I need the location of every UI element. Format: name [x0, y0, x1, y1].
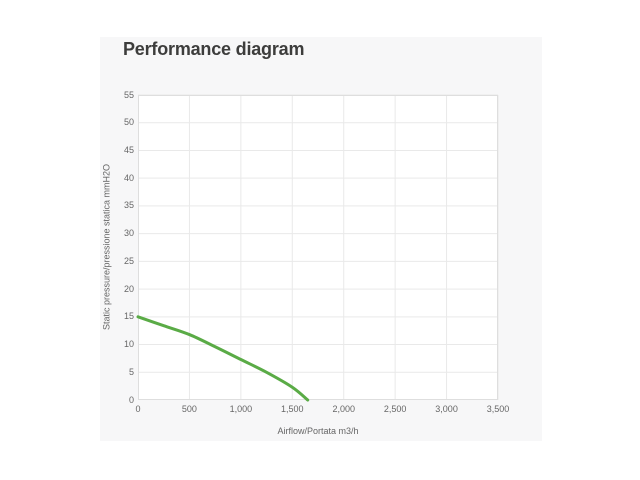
y-tick-label: 5 [128, 366, 134, 377]
y-tick-label: 20 [123, 283, 134, 294]
y-tick-label: 55 [123, 89, 134, 100]
performance-panel: Performance diagram Airflow/Portata m3/h… [100, 37, 542, 441]
plot-border [138, 95, 498, 400]
x-tick-label: 500 [181, 404, 197, 414]
x-tick-label: 1,500 [281, 404, 304, 414]
y-tick-label: 40 [123, 172, 134, 183]
y-tick-label: 35 [123, 200, 134, 211]
x-tick-label: 3,000 [435, 404, 458, 414]
y-tick-label: 25 [123, 255, 134, 266]
x-tick-label: 1,000 [229, 404, 253, 414]
x-tick-label: 2,500 [383, 404, 407, 414]
x-tick-label: 0 [135, 404, 141, 414]
y-tick-label: 50 [123, 117, 134, 128]
x-axis-title: Airflow/Portata m3/h [277, 426, 359, 436]
x-tick-label: 2,000 [332, 404, 355, 414]
y-tick-label: 15 [123, 311, 134, 322]
performance-curve [136, 315, 310, 402]
y-axis-title: Static pressure/pressione statica mmH2O [101, 163, 112, 331]
performance-chart: Airflow/Portata m3/h Static pressure/pre… [102, 90, 510, 437]
y-tick-label: 45 [123, 144, 134, 155]
x-tick-label: 3,500 [486, 404, 510, 414]
plot-area [136, 94, 499, 402]
y-tick-label: 0 [128, 394, 134, 405]
y-tick-label: 10 [123, 339, 134, 350]
chart-title: Performance diagram [123, 39, 305, 59]
y-tick-label: 30 [123, 228, 134, 239]
